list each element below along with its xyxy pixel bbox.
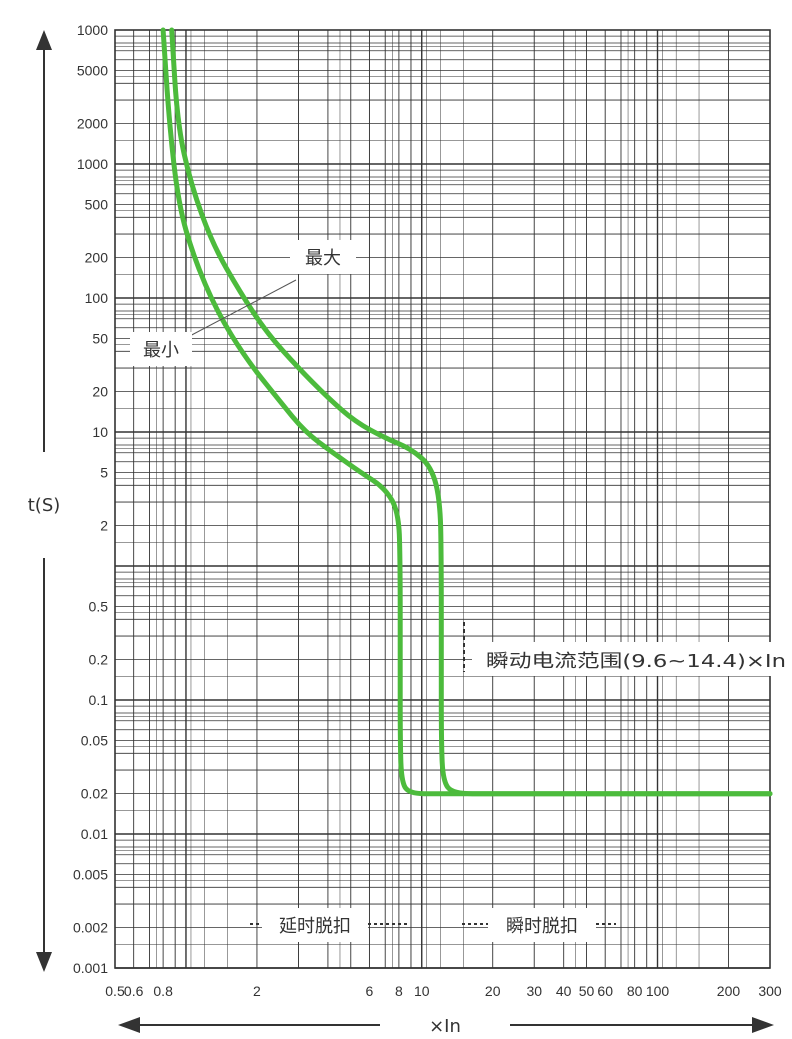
y-tick-label: 0.001 [73,960,108,976]
y-tick-label: 0.5 [89,598,109,614]
x-tick-label: 0.6 [124,983,144,999]
y-tick-label: 50 [92,330,108,346]
x-arrow-head-left [118,1017,140,1033]
y-tick-label: 0.01 [81,826,108,842]
annotation-instant-trip: 瞬时脱扣 [462,908,616,942]
x-tick-label: 0.5 [105,983,125,999]
y-tick-label: 1000 [77,156,108,172]
y-tick-label: 0.005 [73,866,108,882]
x-tick-label: 30 [526,983,542,999]
x-axis-arrow: ×In [118,1016,774,1037]
curves [160,27,773,797]
x-tick-label: 6 [366,983,374,999]
y-tick-label-bg [84,328,110,347]
x-tick-label: 8 [395,983,403,999]
y-tick-label: 1000 [77,22,108,38]
annotation-min: 最小 [130,332,192,366]
y-tick-label: 2 [100,518,108,534]
y-arrow-head-up [36,30,52,50]
y-tick-label: 2000 [77,116,108,132]
x-arrow-head-right [752,1017,774,1033]
y-tick-label-bg [84,381,110,400]
instant-range-box [472,642,790,676]
y-tick-label: 0.02 [81,786,108,802]
x-tick-label: 100 [646,983,670,999]
annotation-delay-trip: 延时脱扣 [250,908,408,942]
x-tick-label: 60 [597,983,613,999]
y-tick-label-bg [76,596,110,615]
x-axis-title: ×In [429,1016,461,1037]
delay-trip-box [262,908,368,942]
x-tick-label: 200 [717,983,741,999]
y-tick-label-bg [67,824,110,842]
delay-trip-label: 延时脱扣 [279,916,351,937]
x-tick-label: 0.8 [153,983,173,999]
y-tick-label: 200 [85,250,109,266]
annotation-max-label: 最大 [305,248,341,269]
y-tick-label: 10 [92,424,108,440]
x-tick-label: 80 [627,983,643,999]
annotation-instant-range: 瞬动电流范围(9.6~14.4)×In [463,622,790,676]
y-axis-title: t(S) [28,495,61,516]
annotation-max: 最大 [185,240,356,339]
y-tick-label-bg [67,20,110,38]
y-tick-label-bg [59,958,110,976]
annotation-max-box [290,240,356,274]
y-tick-label: 0.1 [89,692,109,708]
y-tick-label: 0.05 [81,732,108,748]
x-tick-label: 2 [253,983,261,999]
y-tick-label-bg [93,462,110,481]
y-tick-label: 20 [92,384,108,400]
y-tick-label-bg [76,247,110,266]
trip-curve-min [160,27,773,797]
y-tick-label-bg [59,864,110,883]
y-tick-label-bg [67,783,110,802]
x-tick-label: 20 [485,983,501,999]
instant-trip-box [488,908,596,942]
y-tick-label-bg [59,917,110,936]
instant-trip-label: 瞬时脱扣 [506,916,578,937]
y-tick-label-bg [67,154,110,172]
y-tick-label-bg [67,730,110,749]
y-arrow-head-down [36,952,52,972]
y-tick-label: 0.002 [73,920,108,936]
y-tick-label-bg [67,113,110,132]
x-tick-label: 300 [758,983,782,999]
y-tick-label-bg [76,649,110,668]
y-tick-label: 5 [100,464,108,480]
annotation-leader-line [185,279,297,339]
y-tick-label-bg [84,422,110,440]
y-tick-label-bg [76,288,110,306]
x-tick-label: 50 [579,983,595,999]
y-tick-label-bg [76,690,110,708]
y-tick-label-bg [93,515,110,534]
y-tick-label: 5000 [77,62,108,78]
instant-range-label: 瞬动电流范围(9.6~14.4)×In [486,651,786,672]
y-axis-arrow: t(S) [28,30,61,972]
y-tick-label-bg [76,194,110,213]
y-tick-labels: 1000 5000 2000 1000 500 200 100 50 20 10 5 2 0.5 0.2 0… [59,20,110,976]
y-tick-label: 0.2 [89,652,109,668]
annotation-min-box [130,332,192,366]
y-tick-label: 500 [85,196,109,212]
x-tick-label: 10 [414,983,430,999]
y-tick-label-bg [67,60,110,79]
annotation-min-label: 最小 [143,340,179,361]
x-tick-label: 40 [556,983,572,999]
y-tick-label: 100 [85,290,109,306]
trip-curve-max [169,27,773,797]
x-tick-labels: 0.5 0.6 0.8 2 6 8 10 20 30 40 50 60 80 100 200 300 [105,983,782,999]
